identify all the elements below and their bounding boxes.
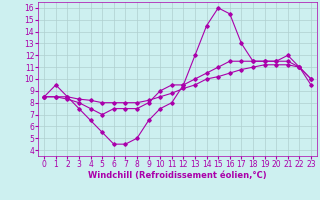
X-axis label: Windchill (Refroidissement éolien,°C): Windchill (Refroidissement éolien,°C) bbox=[88, 171, 267, 180]
